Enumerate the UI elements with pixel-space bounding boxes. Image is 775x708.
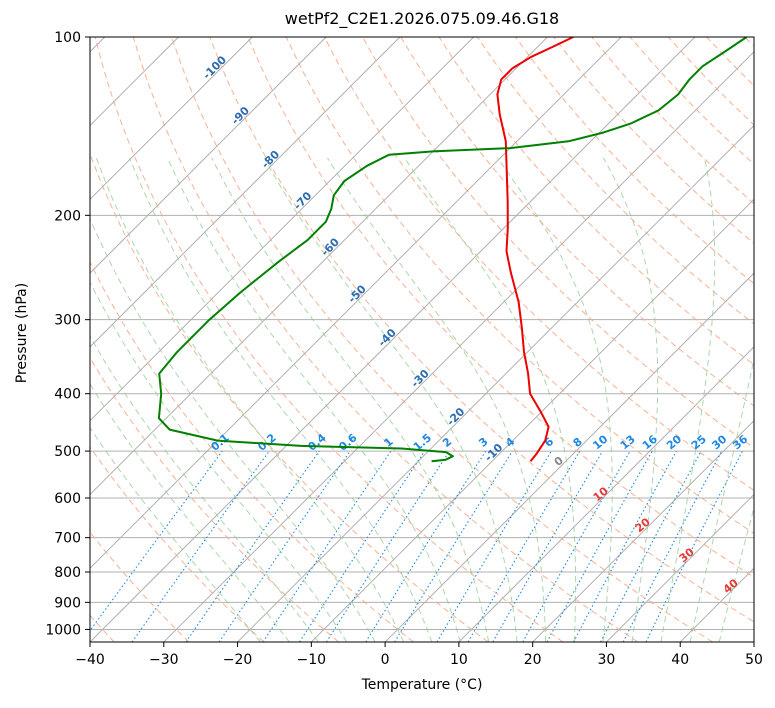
chart-title: wetPf2_C2E1.2026.075.09.46.G18 — [284, 9, 560, 28]
isotherm-gridline — [90, 37, 401, 348]
dewpoint-profile-line — [157, 37, 748, 463]
moist-adiabat-line — [689, 356, 754, 642]
moist-adiabat-line — [167, 157, 461, 642]
x-tick-label: 10 — [450, 652, 468, 668]
mixing-ratio-line — [645, 450, 743, 642]
moist-adiabat-line — [602, 157, 659, 642]
x-tick-label: 20 — [524, 652, 542, 668]
y-tick-label: 300 — [54, 313, 81, 329]
moist-adiabat-line — [327, 157, 547, 642]
x-tick-label: 40 — [671, 652, 689, 668]
isotherm-gridline — [163, 51, 754, 642]
moist-adiabat-line — [718, 505, 754, 642]
temperature-profile-line — [496, 37, 574, 462]
isotherm-gridline — [90, 37, 696, 642]
x-tick-label: 30 — [598, 652, 616, 668]
dry-adiabat-line — [476, 37, 754, 325]
y-tick-label: 900 — [54, 595, 81, 611]
mixing-ratio-line — [90, 450, 223, 632]
y-axis-label: Pressure (hPa) — [14, 282, 30, 384]
mixing-ratio-line — [546, 450, 653, 642]
dry-adiabat-line — [90, 356, 339, 642]
y-tick-label: 600 — [54, 491, 81, 507]
y-tick-label: 700 — [54, 531, 81, 547]
isotherm-gridline — [606, 493, 754, 642]
isotherm-gridline — [458, 346, 754, 642]
dry-adiabat-line — [438, 37, 754, 366]
mixing-ratio-line — [299, 450, 426, 642]
dry-adiabat-line — [209, 37, 754, 623]
mixing-ratio-line — [262, 450, 392, 642]
x-tick-label: 0 — [381, 652, 390, 668]
mixing-ratio-line — [325, 450, 450, 642]
dry-adiabat-line — [90, 446, 265, 642]
y-tick-label: 800 — [54, 565, 81, 581]
moist-adiabat-line — [90, 383, 290, 642]
dry-adiabat-line — [285, 37, 754, 535]
moist-adiabat-line — [660, 157, 716, 642]
dry-adiabat-line — [94, 37, 564, 642]
mixing-ratio-line — [522, 450, 631, 642]
dry-adiabat-line — [90, 260, 414, 642]
moist-adiabat-line — [90, 217, 376, 642]
moist-adiabat-line — [90, 280, 348, 642]
isotherm-gridline — [384, 272, 754, 642]
moist-adiabat-line — [90, 426, 261, 642]
mixing-ratio-line — [131, 450, 270, 642]
x-tick-label: −30 — [149, 652, 179, 668]
isotherm-gridline — [237, 124, 754, 642]
dry-adiabat-line — [323, 37, 754, 491]
x-tick-label: −10 — [297, 652, 327, 668]
y-tick-label: 100 — [54, 30, 81, 46]
moist-adiabat-line — [211, 157, 490, 642]
x-tick-label: −40 — [75, 652, 105, 668]
y-tick-label: 200 — [54, 208, 81, 224]
y-tick-label: 400 — [54, 387, 81, 403]
mixing-ratio-line — [573, 450, 677, 642]
isotherm-gridline — [90, 37, 327, 274]
dry-adiabat-line — [171, 37, 713, 642]
x-axis-label: Temperature (°C) — [361, 677, 483, 693]
mixing-ratio-line — [394, 450, 513, 642]
moist-adiabat-line — [497, 157, 613, 642]
isotherm-gridline — [532, 419, 754, 642]
isotherm-gridline — [753, 641, 754, 642]
y-tick-label: 500 — [54, 444, 81, 460]
x-tick-label: −20 — [223, 652, 253, 668]
moist-adiabat-line — [95, 157, 405, 642]
dry-adiabat-line — [247, 37, 754, 578]
moist-adiabat-line — [263, 157, 518, 642]
isotherm-gridline — [90, 37, 622, 569]
moist-adiabat-line — [403, 157, 577, 642]
isotherm-gridline — [90, 37, 475, 422]
dry-adiabat-line — [515, 37, 754, 285]
x-tick-label: 50 — [745, 652, 763, 668]
mixing-ratio-line — [218, 450, 351, 642]
moist-adiabat-line — [129, 157, 433, 642]
isotherm-gridline — [90, 37, 253, 201]
moist-adiabat-line — [90, 335, 319, 642]
isotherm-gridline — [90, 37, 548, 496]
mixing-ratio-line — [185, 450, 320, 642]
dry-adiabat-line — [132, 37, 639, 642]
y-tick-label: 1000 — [45, 622, 81, 638]
